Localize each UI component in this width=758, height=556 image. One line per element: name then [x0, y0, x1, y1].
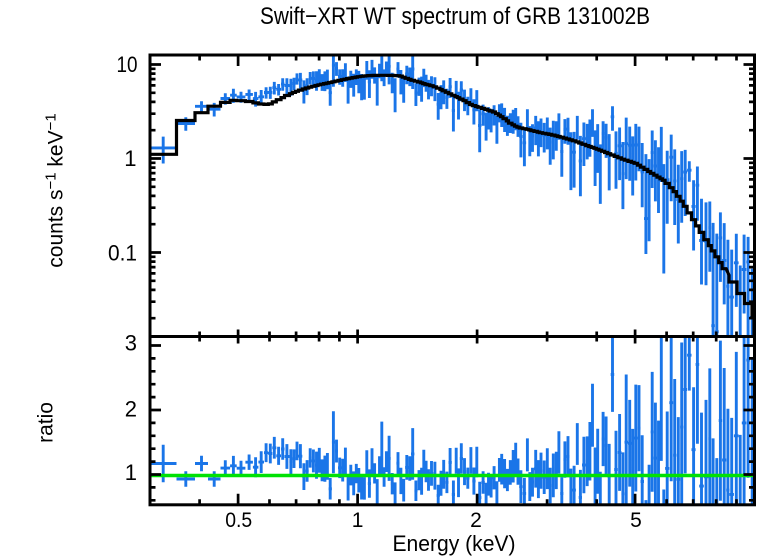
svg-text:10: 10 [117, 52, 138, 77]
svg-text:3: 3 [125, 331, 137, 356]
svg-text:Swift−XRT WT spectrum of GRB 1: Swift−XRT WT spectrum of GRB 131002B [260, 3, 650, 30]
svg-text:0.5: 0.5 [225, 509, 252, 532]
svg-text:1: 1 [124, 146, 136, 171]
svg-text:1: 1 [352, 509, 364, 532]
svg-text:0.1: 0.1 [108, 241, 137, 266]
svg-text:1: 1 [125, 460, 137, 485]
svg-text:5: 5 [630, 509, 642, 532]
svg-text:counts s−1 keV−1: counts s−1 keV−1 [43, 113, 68, 267]
svg-text:2: 2 [125, 397, 137, 422]
svg-text:Energy (keV): Energy (keV) [393, 531, 516, 556]
svg-text:2: 2 [470, 509, 482, 532]
svg-text:ratio: ratio [35, 402, 58, 443]
